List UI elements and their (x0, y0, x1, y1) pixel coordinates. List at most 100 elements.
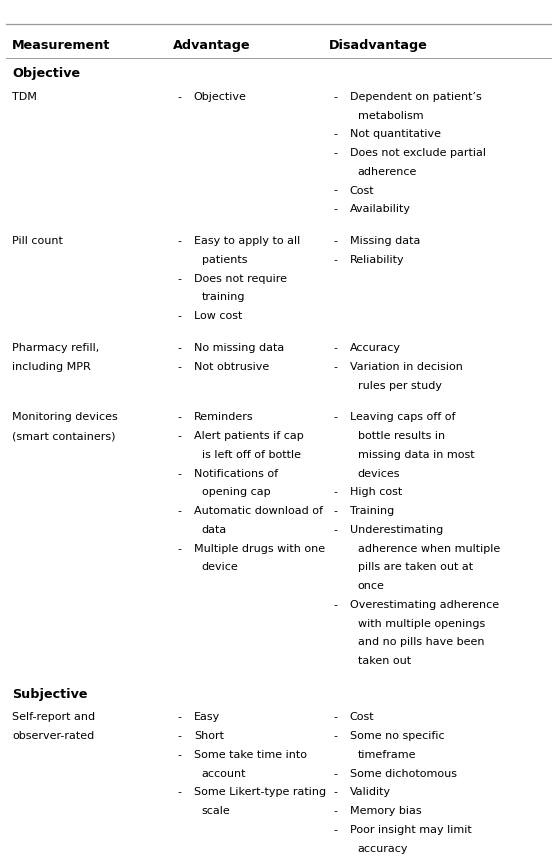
Text: -: - (177, 731, 181, 741)
Text: Advantage: Advantage (173, 39, 250, 52)
Text: -: - (333, 186, 337, 196)
Text: account: account (202, 769, 246, 779)
Text: Overestimating adherence: Overestimating adherence (350, 600, 499, 610)
Text: -: - (177, 431, 181, 441)
Text: -: - (177, 236, 181, 246)
Text: -: - (333, 731, 337, 741)
Text: -: - (333, 600, 337, 610)
Text: Not quantitative: Not quantitative (350, 129, 441, 140)
Text: -: - (333, 236, 337, 246)
Text: -: - (333, 713, 337, 722)
Text: -: - (177, 274, 181, 284)
Text: Alert patients if cap: Alert patients if cap (194, 431, 304, 441)
Text: -: - (177, 713, 181, 722)
Text: with multiple openings: with multiple openings (358, 619, 485, 629)
Text: -: - (333, 506, 337, 516)
Text: -: - (177, 311, 181, 321)
Text: taken out: taken out (358, 656, 411, 666)
Text: -: - (177, 92, 181, 101)
Text: Reliability: Reliability (350, 255, 404, 265)
Text: -: - (333, 148, 337, 158)
Text: Pill count: Pill count (12, 236, 63, 246)
Text: Accuracy: Accuracy (350, 343, 401, 353)
Text: -: - (177, 750, 181, 760)
Text: Training: Training (350, 506, 394, 516)
Text: observer-rated: observer-rated (12, 731, 95, 741)
Text: Some no specific: Some no specific (350, 731, 444, 741)
Text: Disadvantage: Disadvantage (329, 39, 428, 52)
Text: Some Likert-type rating: Some Likert-type rating (194, 787, 326, 798)
Text: Monitoring devices: Monitoring devices (12, 413, 118, 422)
Text: -: - (333, 362, 337, 372)
Text: devices: devices (358, 469, 400, 479)
Text: Easy to apply to all: Easy to apply to all (194, 236, 300, 246)
Text: Does not exclude partial: Does not exclude partial (350, 148, 486, 158)
Text: timeframe: timeframe (358, 750, 416, 760)
Text: -: - (333, 92, 337, 101)
Text: metabolism: metabolism (358, 111, 423, 121)
Text: rules per study: rules per study (358, 381, 442, 391)
Text: -: - (177, 413, 181, 422)
Text: Objective: Objective (194, 92, 247, 101)
Text: missing data in most: missing data in most (358, 450, 474, 460)
Text: Short: Short (194, 731, 224, 741)
Text: Dependent on patient’s: Dependent on patient’s (350, 92, 482, 101)
Text: Pharmacy refill,: Pharmacy refill, (12, 343, 100, 353)
Text: Self-report and: Self-report and (12, 713, 95, 722)
Text: data: data (202, 525, 227, 535)
Text: accuracy: accuracy (358, 844, 408, 854)
Text: -: - (333, 413, 337, 422)
Text: -: - (177, 343, 181, 353)
Text: Notifications of: Notifications of (194, 469, 278, 479)
Text: Low cost: Low cost (194, 311, 242, 321)
Text: Subjective: Subjective (12, 688, 88, 701)
Text: Some dichotomous: Some dichotomous (350, 769, 457, 779)
Text: once: once (358, 581, 384, 591)
Text: TDM: TDM (12, 92, 37, 101)
Text: training: training (202, 292, 245, 303)
Text: Variation in decision: Variation in decision (350, 362, 463, 372)
Text: scale: scale (202, 806, 231, 816)
Text: Cost: Cost (350, 186, 374, 196)
Text: -: - (333, 525, 337, 535)
Text: -: - (177, 469, 181, 479)
Text: bottle results in: bottle results in (358, 431, 444, 441)
Text: -: - (333, 806, 337, 816)
Text: No missing data: No missing data (194, 343, 284, 353)
Text: Memory bias: Memory bias (350, 806, 422, 816)
Text: -: - (177, 544, 181, 554)
Text: opening cap: opening cap (202, 487, 270, 498)
Text: Cost: Cost (350, 713, 374, 722)
Text: Underestimating: Underestimating (350, 525, 443, 535)
Text: adherence: adherence (358, 166, 417, 177)
Text: -: - (333, 129, 337, 140)
Text: Poor insight may limit: Poor insight may limit (350, 825, 472, 835)
Text: -: - (333, 487, 337, 498)
Text: -: - (333, 769, 337, 779)
Text: -: - (177, 362, 181, 372)
Text: -: - (333, 787, 337, 798)
Text: pills are taken out at: pills are taken out at (358, 563, 473, 572)
Text: Reminders: Reminders (194, 413, 253, 422)
Text: Automatic download of: Automatic download of (194, 506, 323, 516)
Text: -: - (333, 255, 337, 265)
Text: Leaving caps off of: Leaving caps off of (350, 413, 455, 422)
Text: -: - (177, 506, 181, 516)
Text: Objective: Objective (12, 68, 80, 81)
Text: -: - (333, 205, 337, 214)
Text: Measurement: Measurement (12, 39, 111, 52)
Text: -: - (333, 825, 337, 835)
Text: is left off of bottle: is left off of bottle (202, 450, 301, 460)
Text: including MPR: including MPR (12, 362, 91, 372)
Text: Does not require: Does not require (194, 274, 287, 284)
Text: patients: patients (202, 255, 247, 265)
Text: High cost: High cost (350, 487, 402, 498)
Text: Easy: Easy (194, 713, 220, 722)
Text: -: - (177, 787, 181, 798)
Text: Multiple drugs with one: Multiple drugs with one (194, 544, 325, 554)
Text: adherence when multiple: adherence when multiple (358, 544, 500, 554)
Text: -: - (333, 343, 337, 353)
Text: Not obtrusive: Not obtrusive (194, 362, 269, 372)
Text: device: device (202, 563, 238, 572)
Text: Some take time into: Some take time into (194, 750, 307, 760)
